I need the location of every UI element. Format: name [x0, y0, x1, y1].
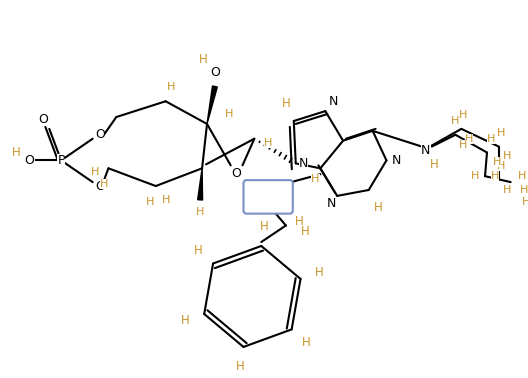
Text: H: H: [520, 185, 528, 195]
Text: H: H: [303, 336, 311, 349]
Text: H: H: [295, 215, 304, 228]
Text: P: P: [58, 154, 65, 167]
Text: H: H: [429, 158, 438, 171]
Text: H: H: [493, 157, 501, 167]
Text: H: H: [315, 266, 324, 279]
Text: N: N: [421, 144, 430, 157]
Text: H: H: [281, 97, 290, 110]
Text: H: H: [90, 167, 99, 177]
Text: H: H: [451, 116, 460, 126]
Text: H: H: [518, 171, 526, 181]
Text: H: H: [312, 174, 319, 184]
Text: H: H: [301, 225, 310, 238]
Text: H: H: [264, 138, 272, 148]
Text: H: H: [503, 185, 511, 195]
Text: H: H: [465, 134, 474, 144]
Text: H: H: [162, 195, 170, 205]
Text: H: H: [487, 134, 495, 144]
Text: H: H: [167, 82, 176, 93]
Polygon shape: [207, 86, 218, 124]
Text: H: H: [181, 314, 190, 327]
Text: H: H: [196, 207, 204, 217]
Text: H: H: [194, 244, 202, 257]
Text: H: H: [12, 146, 20, 159]
Text: H: H: [497, 128, 505, 138]
Text: H: H: [522, 197, 528, 207]
Text: O: O: [96, 128, 106, 141]
Text: H: H: [471, 171, 479, 181]
Text: H: H: [497, 161, 505, 171]
FancyBboxPatch shape: [243, 180, 293, 214]
Text: H: H: [199, 53, 208, 67]
Text: O: O: [96, 180, 106, 192]
Text: H: H: [224, 109, 233, 119]
Text: O: O: [25, 154, 34, 167]
Text: H: H: [374, 201, 383, 214]
Text: H: H: [503, 152, 511, 161]
Text: H: H: [146, 197, 154, 207]
Text: H: H: [459, 139, 467, 150]
Text: Abs: Abs: [257, 189, 280, 202]
Text: H: H: [260, 220, 269, 233]
Text: H: H: [235, 360, 244, 373]
Text: H: H: [100, 179, 109, 189]
Text: O: O: [39, 113, 49, 125]
Text: O: O: [232, 167, 241, 180]
Text: N: N: [299, 157, 308, 170]
Text: N: N: [326, 197, 336, 210]
Text: H: H: [459, 110, 467, 120]
Text: N: N: [392, 154, 401, 167]
Text: N: N: [328, 95, 338, 108]
Polygon shape: [197, 168, 203, 200]
Text: O: O: [210, 66, 220, 79]
Text: H: H: [491, 171, 499, 181]
